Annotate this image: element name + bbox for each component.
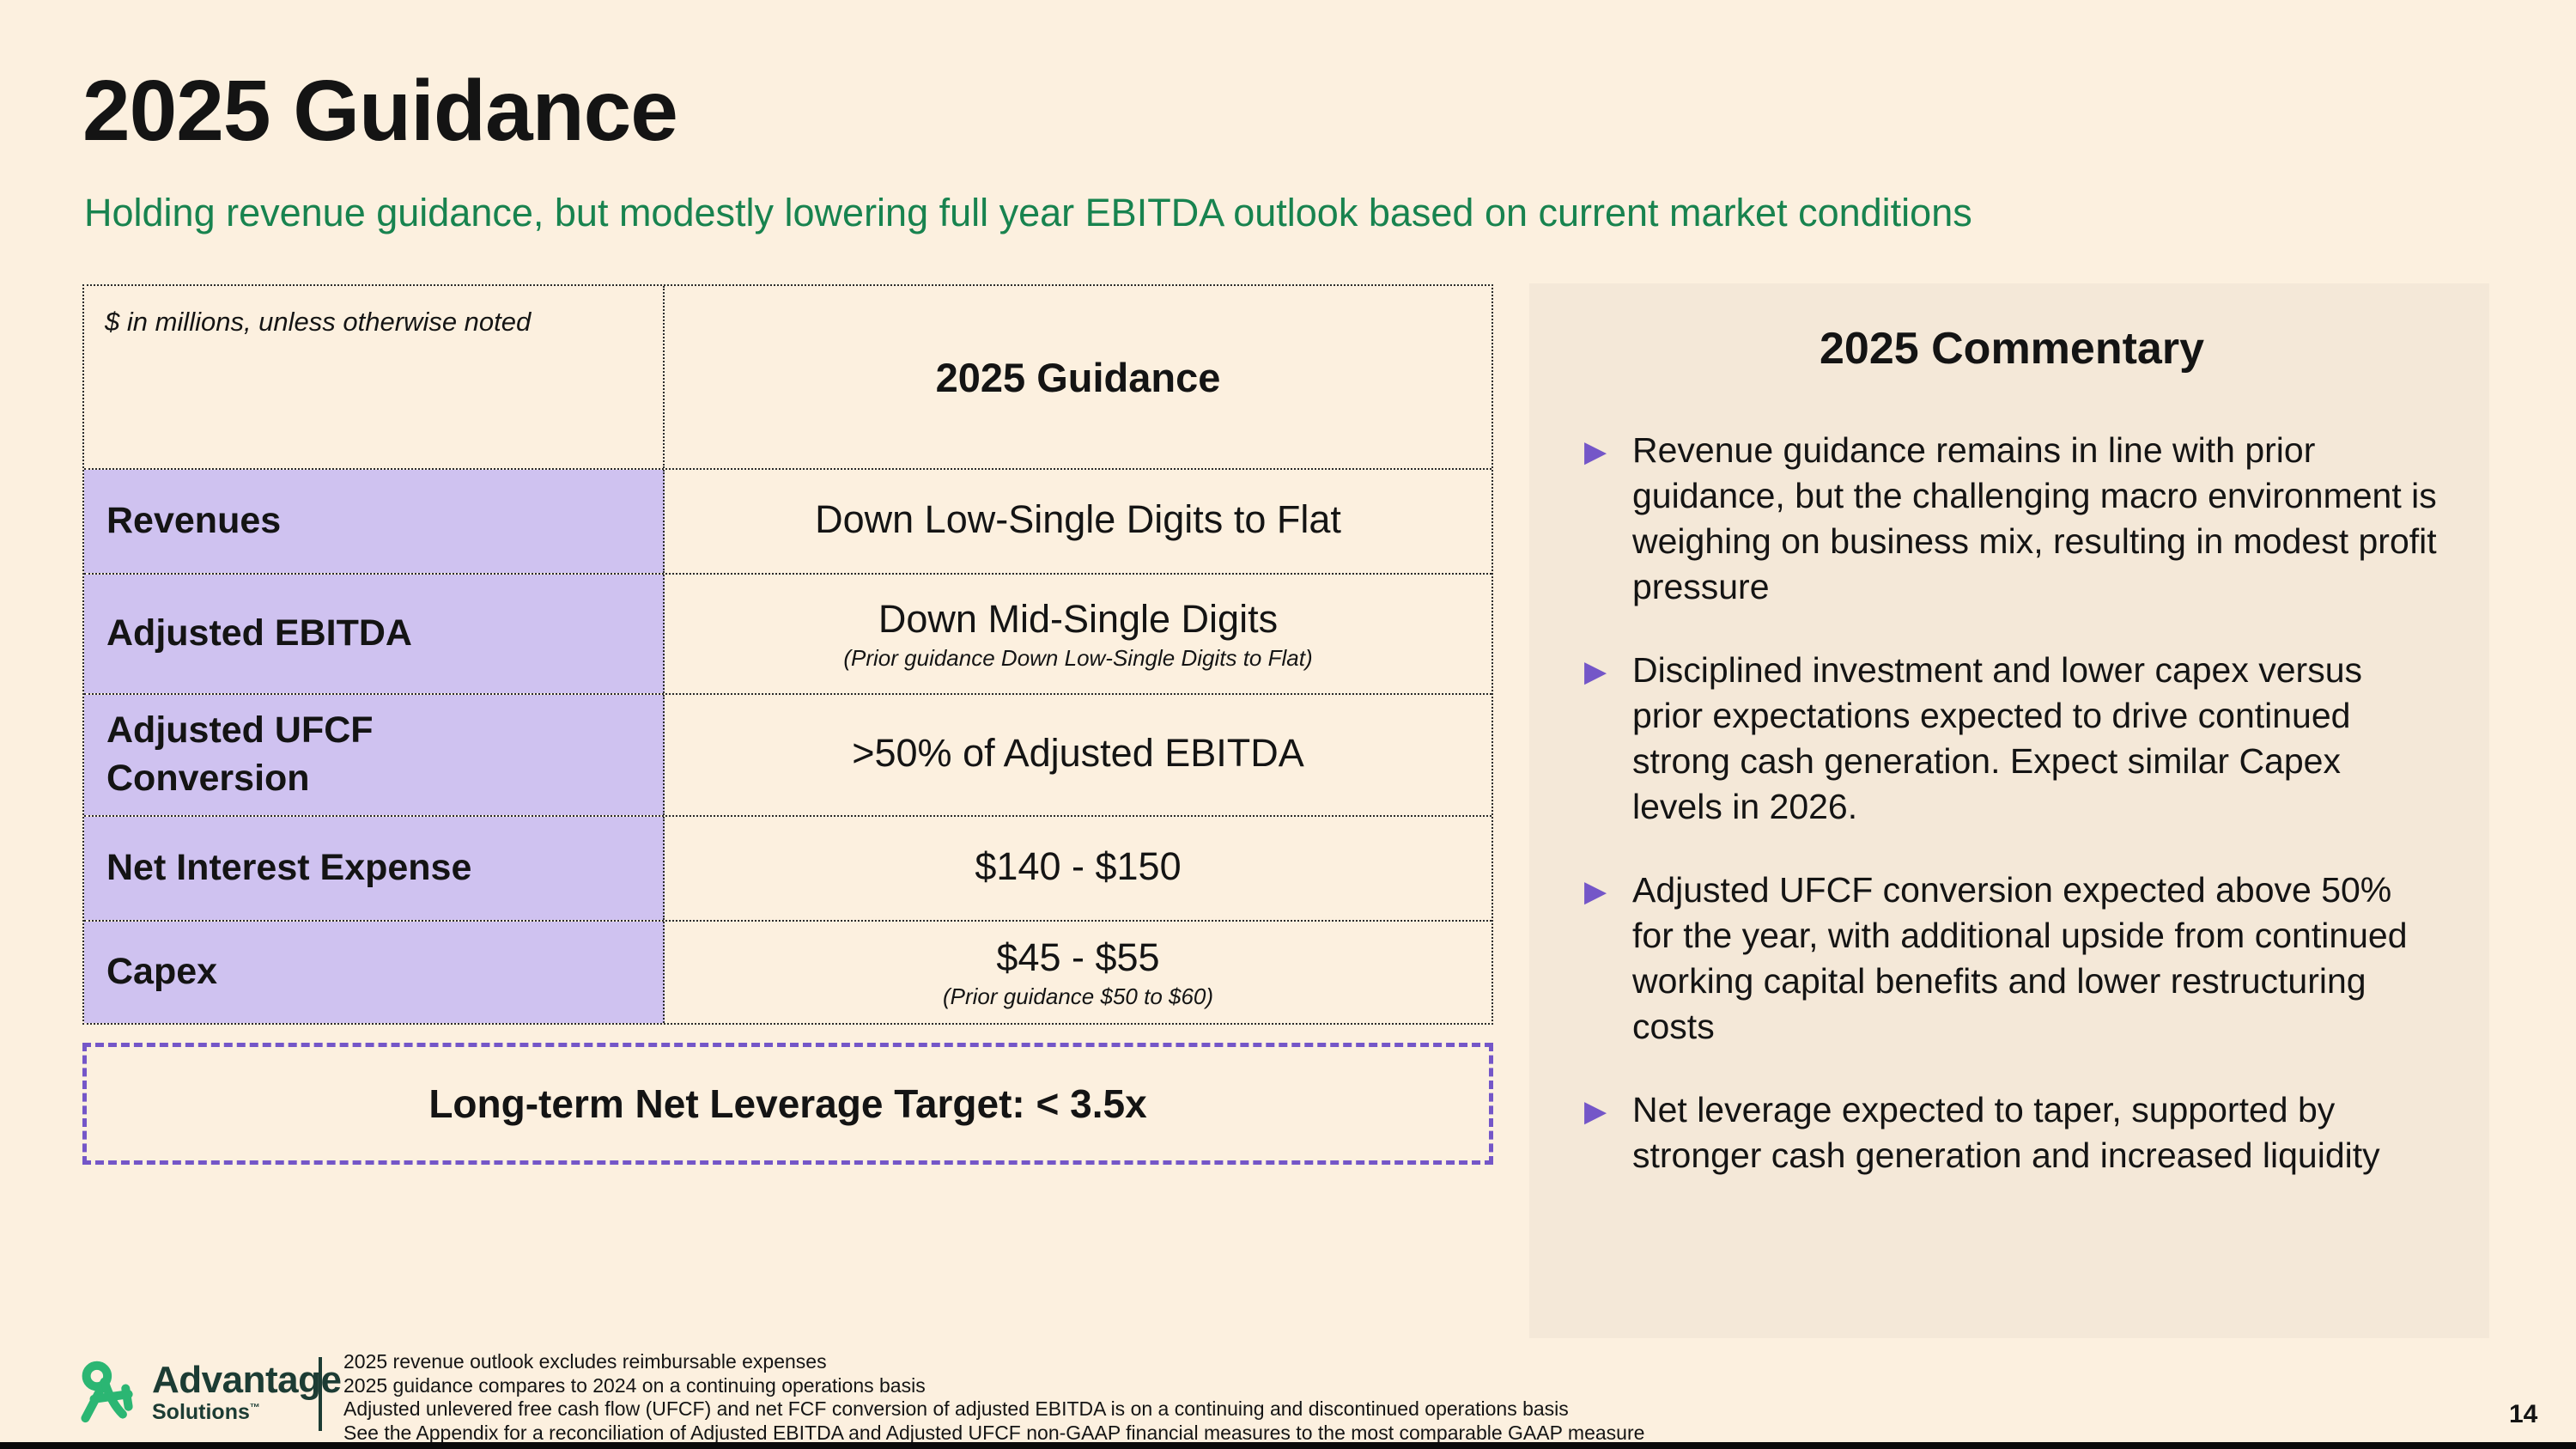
row-subnote: (Prior guidance Down Low-Single Digits t…	[843, 644, 1313, 671]
table-row: Revenues Down Low-Single Digits to Flat	[84, 468, 1492, 573]
logo-secondary-text: Solutions™	[152, 1400, 260, 1424]
logo-wordmark: Advantage Solutions™	[152, 1359, 342, 1424]
row-value-adjusted-ufcf-conversion: >50% of Adjusted EBITDA	[665, 695, 1492, 815]
bullet-triangle-icon: ▶	[1584, 655, 1607, 688]
table-row: Capex $45 - $55 (Prior guidance $50 to $…	[84, 920, 1492, 1023]
footer-divider-line	[319, 1357, 322, 1431]
row-label-adjusted-ufcf-conversion: Adjusted UFCF Conversion	[84, 695, 665, 815]
bullet-text: Disciplined investment and lower capex v…	[1632, 650, 2363, 826]
bullet-text: Adjusted UFCF conversion expected above …	[1632, 870, 2408, 1046]
bullet-triangle-icon: ▶	[1584, 435, 1607, 468]
row-value-capex: $45 - $55 (Prior guidance $50 to $60)	[665, 922, 1492, 1023]
footnote-line: 2025 revenue outlook excludes reimbursab…	[343, 1350, 827, 1373]
bullet-triangle-icon: ▶	[1584, 1095, 1607, 1128]
page-number: 14	[2509, 1400, 2538, 1428]
table-row: Adjusted EBITDA Down Mid-Single Digits (…	[84, 573, 1492, 693]
advantage-solutions-logo: Advantage Solutions™	[73, 1359, 342, 1426]
row-subnote: (Prior guidance $50 to $60)	[942, 983, 1214, 1009]
commentary-bullet: ▶ Disciplined investment and lower capex…	[1584, 648, 2439, 830]
net-leverage-target-text: Long-term Net Leverage Target: < 3.5x	[428, 1081, 1147, 1126]
commentary-bullet: ▶ Net leverage expected to taper, suppor…	[1584, 1087, 2439, 1178]
net-leverage-target-box: Long-term Net Leverage Target: < 3.5x	[82, 1043, 1493, 1165]
row-label-capex: Capex	[84, 922, 665, 1023]
footnote-line: 2025 guidance compares to 2024 on a cont…	[343, 1373, 926, 1397]
table-units-note: $ in millions, unless otherwise noted	[84, 286, 665, 468]
row-value-text: >50% of Adjusted EBITDA	[852, 731, 1304, 775]
bottom-edge-bar	[0, 1442, 2576, 1449]
table-header-title: 2025 Guidance	[935, 354, 1221, 400]
logo-trademark: ™	[249, 1401, 260, 1414]
table-header-row: $ in millions, unless otherwise noted 20…	[84, 286, 1492, 468]
bullet-text: Net leverage expected to taper, supporte…	[1632, 1090, 2380, 1175]
bullet-triangle-icon: ▶	[1584, 875, 1607, 908]
page-title: 2025 Guidance	[82, 63, 678, 159]
footnote-line: Adjusted unlevered free cash flow (UFCF)…	[343, 1397, 1569, 1420]
commentary-panel: 2025 Commentary ▶ Revenue guidance remai…	[1529, 283, 2489, 1338]
row-label-adjusted-ebitda: Adjusted EBITDA	[84, 575, 665, 693]
row-value-adjusted-ebitda: Down Mid-Single Digits (Prior guidance D…	[665, 575, 1492, 693]
row-value-revenues: Down Low-Single Digits to Flat	[665, 470, 1492, 573]
table-row: Adjusted UFCF Conversion >50% of Adjuste…	[84, 693, 1492, 815]
table-row: Net Interest Expense $140 - $150	[84, 815, 1492, 920]
guidance-table: $ in millions, unless otherwise noted 20…	[82, 284, 1493, 1025]
bullet-text: Revenue guidance remains in line with pr…	[1632, 430, 2437, 606]
footnotes: 2025 revenue outlook excludes reimbursab…	[343, 1350, 1644, 1445]
footnote-line: See the Appendix for a reconciliation of…	[343, 1421, 1645, 1444]
commentary-title: 2025 Commentary	[1820, 324, 2204, 374]
row-value-text: $140 - $150	[975, 844, 1182, 888]
row-label-revenues: Revenues	[84, 470, 665, 573]
row-value-text: Down Mid-Single Digits	[878, 596, 1279, 641]
commentary-bullet: ▶ Adjusted UFCF conversion expected abov…	[1584, 868, 2439, 1050]
row-value-text: Down Low-Single Digits to Flat	[815, 497, 1341, 541]
logo-primary-text: Advantage	[152, 1359, 342, 1401]
row-value-net-interest-expense: $140 - $150	[665, 817, 1492, 920]
advantage-logo-icon	[81, 1361, 133, 1423]
page-subtitle: Holding revenue guidance, but modestly l…	[84, 191, 1972, 234]
commentary-bullet: ▶ Revenue guidance remains in line with …	[1584, 428, 2439, 610]
row-value-text: $45 - $55	[996, 935, 1160, 979]
row-label-net-interest-expense: Net Interest Expense	[84, 817, 665, 920]
